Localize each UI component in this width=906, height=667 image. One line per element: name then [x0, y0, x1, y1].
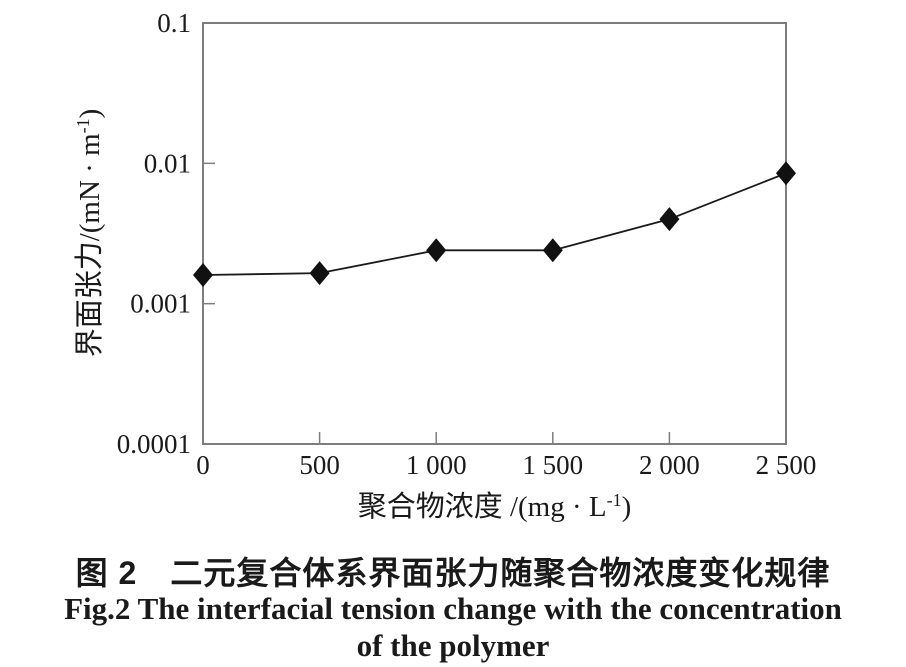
x-tick-label: 0	[196, 450, 210, 480]
x-tick-label: 1 000	[406, 450, 467, 480]
plot-border	[202, 22, 787, 445]
data-point-marker	[426, 238, 447, 263]
x-tick-label: 2 000	[639, 450, 700, 480]
caption-english-line1: Fig.2 The interfacial tension change wit…	[64, 591, 842, 626]
y-axis-title-text: 界面张力/(mN · m	[74, 133, 106, 358]
data-line	[202, 172, 787, 276]
caption-chinese: 图 2 二元复合体系界面张力随聚合物浓度变化规律	[75, 555, 831, 591]
x-axis-title: 聚合物浓度 /(mg · L-1)	[203, 483, 786, 525]
data-point-marker	[776, 161, 796, 186]
data-point-marker	[659, 207, 680, 232]
y-tick-label: 0.001	[130, 289, 191, 319]
y-axis-title-close: )	[74, 108, 106, 119]
caption-english-line2: of the polymer	[356, 628, 550, 663]
x-axis-title-text: 聚合物浓度 /(mg · L	[357, 491, 607, 523]
data-point-marker	[309, 261, 330, 286]
data-point-marker	[193, 263, 213, 288]
y-axis-title-superscript: -1	[73, 118, 94, 134]
y-axis-title: 界面张力/(mN · m-1)	[66, 13, 110, 453]
y-tick-label: 0.0001	[117, 429, 191, 459]
x-tick-label: 2 500	[756, 450, 817, 480]
x-tick-label: 1 500	[522, 450, 583, 480]
x-axis-title-superscript: -1	[606, 490, 622, 511]
y-tick-label: 0.1	[157, 8, 191, 38]
data-point-marker	[542, 238, 563, 263]
x-tick-label: 500	[299, 450, 340, 480]
y-tick-label: 0.01	[144, 148, 191, 178]
x-axis-title-close: )	[621, 491, 632, 523]
